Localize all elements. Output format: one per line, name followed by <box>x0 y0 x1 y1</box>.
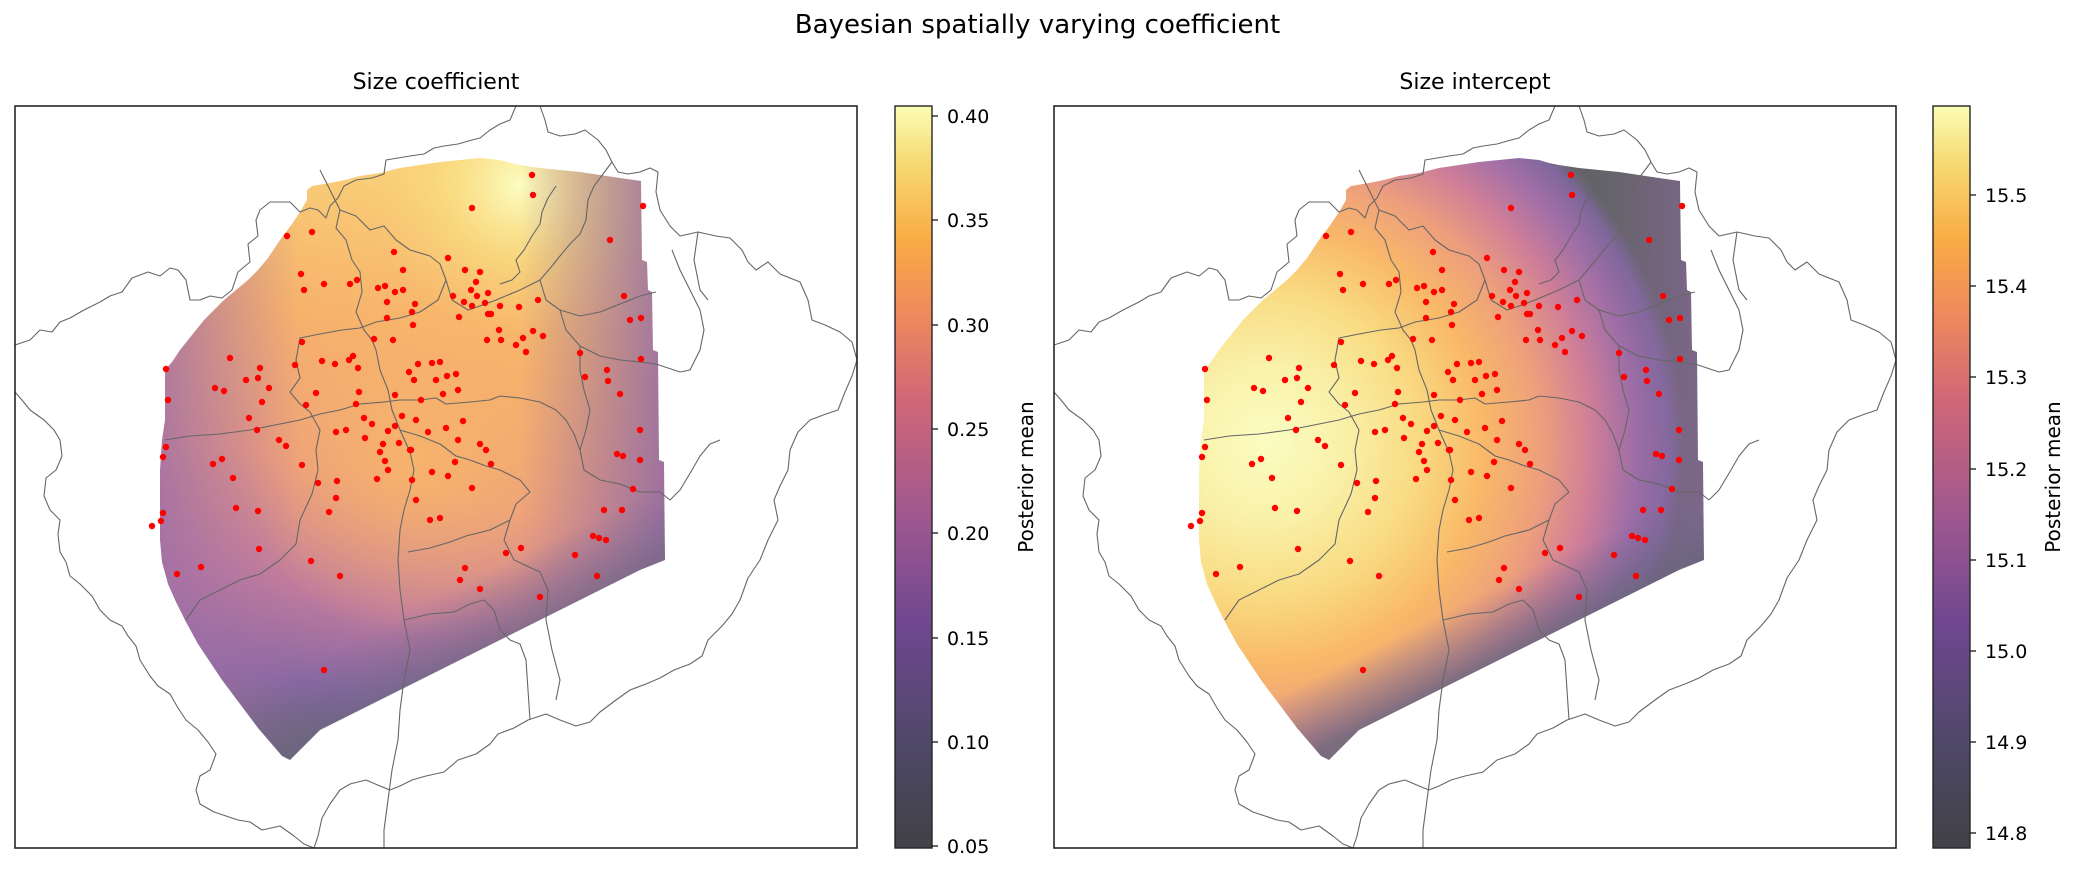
colorbar-tick: 15.4 <box>1985 276 2027 298</box>
heatmap-surface-size-intercept <box>1199 158 1704 760</box>
colorbar-tick: 0.35 <box>947 210 989 232</box>
colorbar-size-intercept: 14.8 14.9 15.0 15.1 15.2 15.3 15.4 15.5 … <box>1932 105 2065 849</box>
colorbar-tick: 14.9 <box>1985 732 2027 754</box>
colorbar-tick: 14.8 <box>1985 823 2027 845</box>
colorbar-tick: 0.10 <box>947 732 989 754</box>
figure-suptitle: Bayesian spatially varying coefficient <box>794 10 1281 40</box>
colorbar-label: Posterior mean <box>2041 401 2065 552</box>
axes-frame <box>1053 105 1897 849</box>
panel-title-size-intercept: Size intercept <box>1399 70 1551 95</box>
axes-size-coefficient <box>14 105 858 849</box>
colorbar-label: Posterior mean <box>1014 401 1038 552</box>
axes-frame <box>14 105 858 849</box>
colorbar-tick: 0.20 <box>947 523 989 545</box>
axes-size-intercept <box>1053 105 1897 849</box>
colorbar-size-coefficient: 0.05 0.10 0.15 0.20 0.25 0.30 0.35 0.40 … <box>894 105 1038 858</box>
colorbar-tick: 15.0 <box>1985 641 2027 663</box>
colorbar-tick: 0.15 <box>947 628 989 650</box>
colorbar-tick: 15.5 <box>1985 185 2027 207</box>
colorbar-tick: 0.25 <box>947 419 989 441</box>
colorbar-tick: 0.05 <box>947 836 989 858</box>
colorbar-tick: 15.1 <box>1985 550 2027 572</box>
colorbar-tick: 0.40 <box>947 106 989 128</box>
panel-title-size-coefficient: Size coefficient <box>352 70 520 95</box>
colorbar-tick: 0.30 <box>947 315 989 337</box>
colorbar-tick: 15.2 <box>1985 459 2027 481</box>
heatmap-surface-size-coefficient <box>160 158 665 760</box>
colorbar-tick: 15.3 <box>1985 367 2027 389</box>
